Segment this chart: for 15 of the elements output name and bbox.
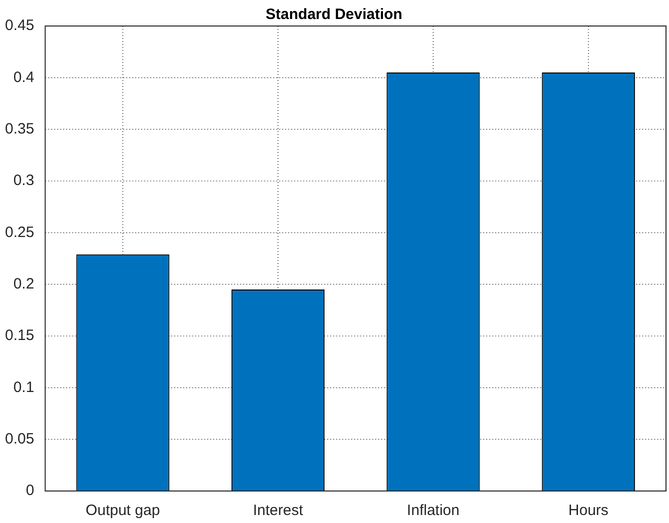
y-tick-label: 0.1 xyxy=(13,378,34,396)
y-tick-label: 0 xyxy=(26,482,34,500)
y-tick-label: 0.15 xyxy=(4,327,34,344)
y-tick-label: 0.25 xyxy=(4,224,34,241)
x-tick-label: Inflation xyxy=(406,502,460,520)
x-tick-label: Hours xyxy=(568,502,608,520)
x-tick-label: Output gap xyxy=(86,502,160,520)
x-tick-label: Interest xyxy=(252,502,304,520)
chart-title: Standard Deviation xyxy=(266,6,402,24)
y-tick-label: 0.45 xyxy=(4,17,34,34)
y-tick-label: 0.05 xyxy=(4,430,34,448)
y-tick-label: 0.3 xyxy=(13,172,34,190)
y-tick-label: 0.4 xyxy=(13,68,34,86)
y-tick-label: 0.2 xyxy=(13,275,34,292)
y-tick-label: 0.35 xyxy=(4,120,34,138)
